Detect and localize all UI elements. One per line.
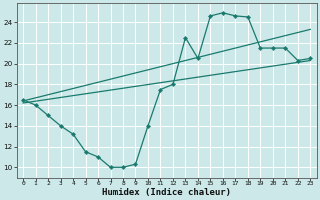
X-axis label: Humidex (Indice chaleur): Humidex (Indice chaleur) bbox=[102, 188, 231, 197]
